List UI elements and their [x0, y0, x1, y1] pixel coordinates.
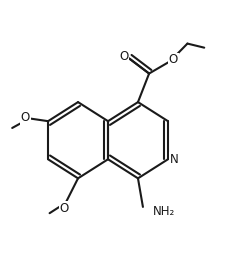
Text: O: O	[60, 202, 69, 215]
Text: O: O	[119, 50, 128, 63]
Text: O: O	[20, 111, 30, 124]
Text: NH₂: NH₂	[153, 205, 176, 218]
Text: O: O	[169, 53, 178, 67]
Text: N: N	[170, 153, 178, 166]
